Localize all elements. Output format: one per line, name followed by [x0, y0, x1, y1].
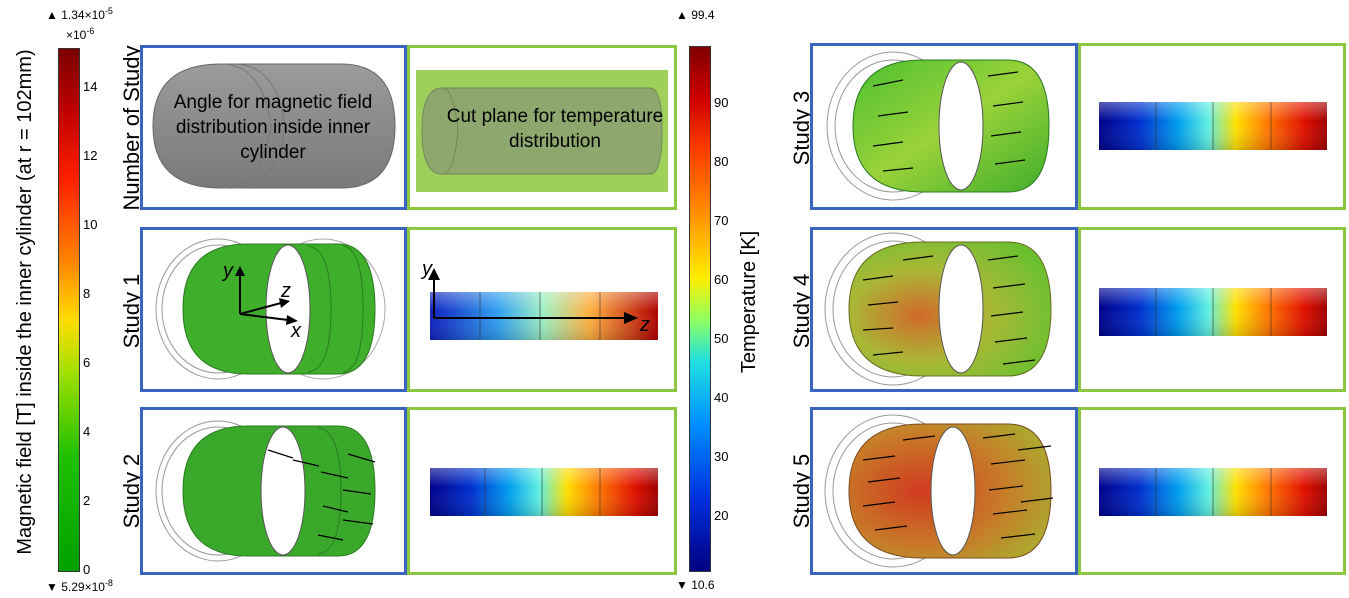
- temperature-tick: 50: [714, 332, 728, 345]
- magnetic-axis-label: Magnetic field [T] inside the inner cyli…: [14, 22, 38, 582]
- study1-magnetic-panel: y z x: [140, 227, 407, 392]
- study1-temperature-bar: [410, 230, 674, 389]
- study1-cylinder: [143, 230, 404, 389]
- magnetic-tick: 0: [83, 563, 90, 576]
- magnetic-colorbar-max: ▲ 1.34×10-5: [46, 6, 113, 22]
- axis-z-label: z: [640, 314, 650, 337]
- magnetic-colorbar-scale: ×10-6: [66, 26, 94, 42]
- study4-temperature-panel: [1078, 227, 1346, 392]
- study2-temperature-panel: [407, 407, 677, 575]
- study3-cylinder: [813, 46, 1075, 207]
- study5-temperature-bar: [1081, 410, 1343, 572]
- header-temperature-text: Cut plane for temperature distribution: [440, 104, 670, 154]
- study5-temperature-panel: [1078, 407, 1346, 575]
- study5-cylinder: [813, 410, 1075, 572]
- magnetic-tick: 2: [83, 494, 90, 507]
- study2-temperature-bar: [410, 410, 674, 572]
- temperature-colorbar-max: ▲ 99.4: [676, 8, 715, 22]
- study3-magnetic-panel: [810, 43, 1078, 210]
- temperature-tick: 30: [714, 450, 728, 463]
- study4-temperature-bar: [1081, 230, 1343, 389]
- header-magnetic-panel: Angle for magnetic field distribution in…: [140, 45, 407, 210]
- axis-y-label: y: [422, 258, 432, 281]
- magnetic-tick: 12: [83, 149, 97, 162]
- temperature-colorbar-min: ▼ 10.6: [676, 578, 715, 592]
- temperature-tick: 20: [714, 509, 728, 522]
- magnetic-colorbar: [58, 48, 80, 572]
- temperature-tick: 90: [714, 96, 728, 109]
- study4-magnetic-panel: [810, 227, 1078, 392]
- temperature-axis-label: Temperature [K]: [738, 212, 762, 392]
- study4-cylinder: [813, 230, 1075, 389]
- magnetic-tick: 4: [83, 425, 90, 438]
- header-magnetic-text: Angle for magnetic field distribution in…: [173, 90, 373, 165]
- study3-temperature-panel: [1078, 43, 1346, 210]
- study5-magnetic-panel: [810, 407, 1078, 575]
- magnetic-tick: 6: [83, 356, 90, 369]
- temperature-tick: 70: [714, 214, 728, 227]
- study2-magnetic-panel: [140, 407, 407, 575]
- study3-temperature-bar: [1081, 46, 1343, 207]
- temperature-tick: 60: [714, 273, 728, 286]
- magnetic-tick: 8: [83, 287, 90, 300]
- magnetic-colorbar-min: ▼ 5.29×10-8: [46, 578, 113, 594]
- axis-y-label: y: [223, 260, 233, 283]
- study1-temperature-panel: y z: [407, 227, 677, 392]
- temperature-tick: 40: [714, 391, 728, 404]
- temperature-tick: 80: [714, 155, 728, 168]
- axis-x-label: x: [291, 320, 301, 343]
- study2-cylinder: [143, 410, 404, 572]
- header-temperature-panel: Cut plane for temperature distribution: [407, 45, 677, 210]
- magnetic-tick: 14: [83, 80, 97, 93]
- temperature-colorbar: [689, 46, 711, 572]
- axis-z-label: z: [281, 280, 291, 303]
- magnetic-tick: 10: [83, 218, 97, 231]
